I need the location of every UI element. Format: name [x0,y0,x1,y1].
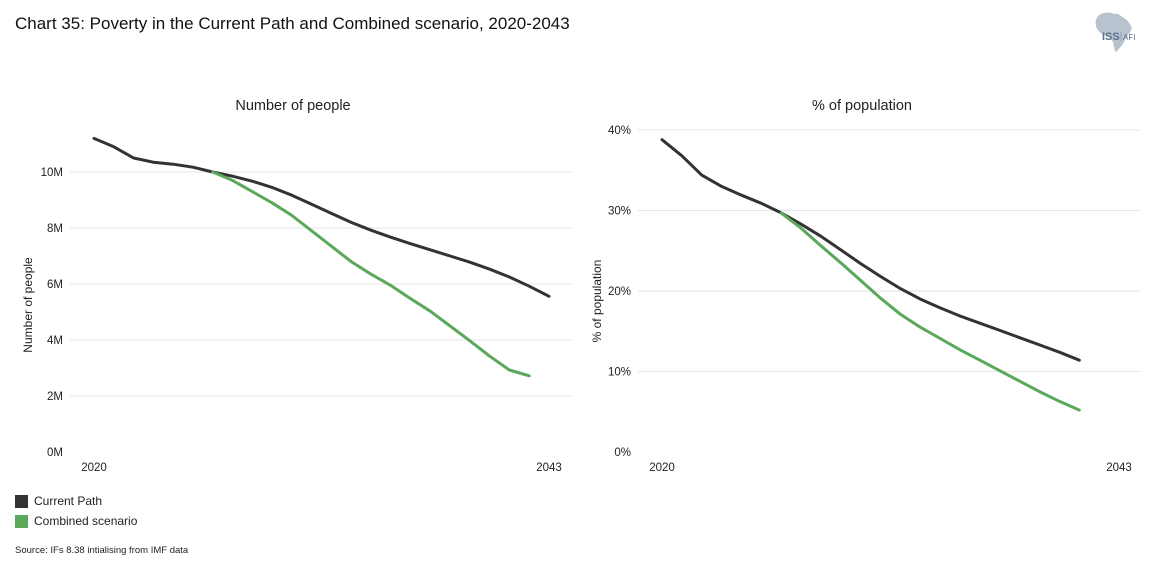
left-ytick-label-1: 2M [47,391,63,403]
legend-item-combined-scenario[interactable]: Combined scenario [15,511,137,531]
left-panel-title: Number of people [235,98,351,114]
iss-afi-logo: ISS AFI [1095,12,1135,53]
left-ytick-label-5: 10M [41,167,63,179]
legend-label-combined-scenario: Combined scenario [34,514,138,528]
right-series-line-combined-scenario [779,211,1081,412]
legend: Current Path Combined scenario [15,491,137,531]
legend-swatch-current-path [15,494,28,508]
left-series-line-combined-scenario [211,170,531,378]
right-xtick-label-1: 2043 [1106,462,1132,474]
right-ytick-label-4: 40% [608,125,631,137]
right-ytick-label-0: 0% [614,447,631,459]
logo-text-sub: AFI [1123,33,1135,42]
left-ytick-label-2: 4M [47,335,63,347]
logo-text-main: ISS [1102,31,1120,43]
chart-title: Chart 35: Poverty in the Current Path an… [15,14,570,33]
right-ytick-label-3: 30% [608,206,631,218]
left-ytick-label-4: 8M [47,223,63,235]
right-xtick-label-0: 2020 [649,462,675,474]
right-panel-title: % of population [812,98,912,114]
left-ytick-label-0: 0M [47,447,63,459]
left-ytick-label-3: 6M [47,279,63,291]
legend-item-current-path[interactable]: Current Path [15,491,137,511]
left-xtick-label-0: 2020 [81,462,107,474]
left-series-line-current-path [92,136,551,298]
legend-label-current-path: Current Path [34,494,103,508]
africa-map-icon [1095,12,1132,53]
source-note: Source: IFs 8.38 intialising from IMF da… [15,545,189,556]
left-xtick-label-1: 2043 [536,462,562,474]
right-ytick-label-2: 20% [608,286,631,298]
right-series-line-current-path [660,138,1081,362]
right-ylabel: % of population [590,260,604,343]
left-ylabel: Number of people [21,257,35,353]
right-ytick-label-1: 10% [608,367,631,379]
legend-swatch-combined-scenario [15,514,28,528]
